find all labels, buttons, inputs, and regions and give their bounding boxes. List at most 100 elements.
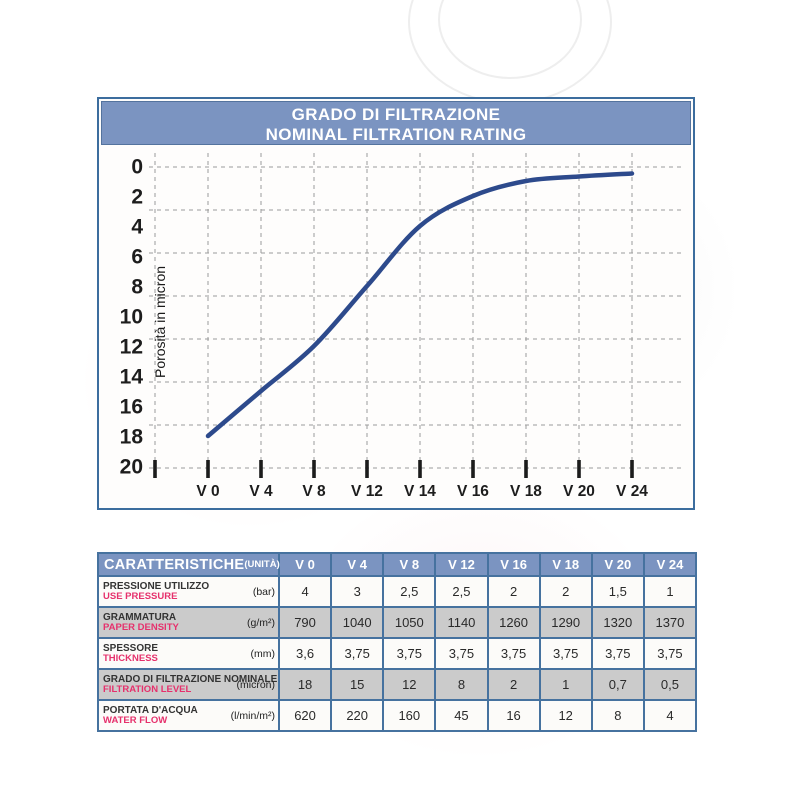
y-axis-tick-label: 18 [120, 426, 144, 449]
x-axis-tick [471, 460, 475, 478]
row-label-italian: GRADO DI FILTRAZIONE NOMINALE [103, 673, 278, 685]
y-axis-tick-label: 2 [131, 186, 143, 209]
table-row: GRAMMATURA PAPER DENSITY (g/m²) 790 1040 1050… [97, 606, 698, 639]
chart-title: GRADO DI FILTRAZIONE NOMINAL FILTRATION … [101, 101, 691, 145]
value-cell: 2 [538, 575, 593, 608]
row-label-cell: PRESSIONE UTILIZZO USE PRESSURE (bar) [97, 575, 280, 608]
table-row: PORTATA D'ACQUA WATER FLOW (l/min/m²) 620 22… [97, 699, 698, 732]
x-axis-tick-label: V 24 [616, 483, 648, 500]
x-axis-tick [153, 460, 157, 478]
row-unit: (micron) [236, 678, 276, 691]
table-title: CARATTERISTICHE [104, 556, 245, 573]
value-cell: 1140 [434, 606, 489, 639]
row-label-cell: GRAMMATURA PAPER DENSITY (g/m²) [97, 606, 280, 639]
table-row: SPESSORE THICKNESS (mm) 3,6 3,75 3,75 3,75 3,75… [97, 637, 698, 670]
value-cell: 12 [538, 699, 593, 732]
value-cell: 18 [277, 668, 333, 701]
value-cell: 2,5 [434, 575, 489, 608]
row-label-italian: PRESSIONE UTILIZZO [103, 580, 210, 592]
x-axis-tick-label: V 14 [404, 483, 436, 500]
unit-column-label: (UNITÀ) [244, 559, 280, 570]
y-axis-tick-label: 14 [120, 366, 144, 389]
value-cell: 620 [277, 699, 333, 732]
y-axis-label: Porosità in micron [152, 266, 168, 378]
value-cell: 1370 [642, 606, 698, 639]
value-cell: 1,5 [590, 575, 645, 608]
y-axis-tick-label: 0 [131, 156, 143, 179]
column-header: V 20 [590, 552, 645, 577]
row-label-italian: SPESSORE [103, 642, 159, 654]
row-unit: (l/min/m²) [230, 709, 275, 722]
value-cell: 12 [382, 668, 437, 701]
x-axis-tick [365, 460, 369, 478]
value-cell: 3,75 [486, 637, 541, 670]
row-label-cell: SPESSORE THICKNESS (mm) [97, 637, 280, 670]
column-header: V 24 [642, 552, 698, 577]
row-unit: (g/m²) [247, 616, 275, 629]
value-cell: 0,7 [590, 668, 645, 701]
value-cell: 1260 [486, 606, 541, 639]
value-cell: 1 [642, 575, 698, 608]
value-cell: 1 [538, 668, 593, 701]
value-cell: 4 [642, 699, 698, 732]
value-cell: 1320 [590, 606, 645, 639]
y-axis-tick-label: 6 [131, 246, 143, 269]
table-row: GRADO DI FILTRAZIONE NOMINALE FILTRATION … [97, 668, 698, 701]
row-label-english: USE PRESSURE [103, 590, 178, 602]
y-axis-tick-label: 8 [131, 276, 143, 299]
x-axis-tick [524, 460, 528, 478]
value-cell: 220 [330, 699, 385, 732]
value-cell: 15 [330, 668, 385, 701]
column-header: V 8 [382, 552, 437, 577]
value-cell: 790 [277, 606, 333, 639]
column-header: V 16 [486, 552, 541, 577]
row-unit: (bar) [252, 585, 275, 598]
y-axis-tick-label: 12 [120, 336, 143, 359]
x-axis-tick-label: V 20 [563, 483, 595, 500]
value-cell: 0,5 [642, 668, 698, 701]
watermark-arc [438, 0, 582, 79]
chart-title-line2: NOMINAL FILTRATION RATING [265, 125, 527, 145]
x-axis-tick [577, 460, 581, 478]
value-cell: 160 [382, 699, 437, 732]
value-cell: 3 [330, 575, 385, 608]
value-cell: 8 [590, 699, 645, 732]
value-cell: 3,75 [590, 637, 645, 670]
value-cell: 3,75 [382, 637, 437, 670]
x-axis-tick-label: V 16 [457, 483, 489, 500]
value-cell: 8 [434, 668, 489, 701]
row-label-cell: GRADO DI FILTRAZIONE NOMINALE FILTRATION … [97, 668, 280, 701]
row-label-english: THICKNESS [103, 652, 158, 664]
row-label-english: PAPER DENSITY [103, 621, 179, 633]
table-row: PRESSIONE UTILIZZO USE PRESSURE (bar) 4 3 2,5… [97, 575, 698, 608]
y-axis-tick-label: 10 [120, 306, 143, 329]
value-cell: 2 [486, 575, 541, 608]
filtration-curve [205, 171, 635, 439]
x-axis-tick [312, 460, 316, 478]
x-axis-tick-label: V 8 [302, 483, 326, 500]
value-cell: 2,5 [382, 575, 437, 608]
chart-title-line1: GRADO DI FILTRAZIONE [291, 105, 501, 124]
table-header-characteristics: CARATTERISTICHE (UNITÀ) [97, 552, 280, 577]
row-label-english: WATER FLOW [103, 714, 168, 726]
value-cell: 1050 [382, 606, 437, 639]
y-axis-tick-label: 16 [120, 396, 143, 419]
x-axis-tick-label: V 4 [249, 483, 273, 500]
watermark-arc [408, 0, 612, 104]
value-cell: 3,75 [642, 637, 698, 670]
y-axis-tick-label: 20 [120, 456, 143, 479]
column-header: V 12 [434, 552, 489, 577]
value-cell: 1290 [538, 606, 593, 639]
x-axis-tick [259, 460, 263, 478]
x-axis-tick [418, 460, 422, 478]
row-unit: (mm) [250, 647, 276, 660]
value-cell: 3,75 [330, 637, 385, 670]
value-cell: 45 [434, 699, 489, 732]
value-cell: 3,6 [277, 637, 333, 670]
value-cell: 3,75 [434, 637, 489, 670]
column-header: V 0 [277, 552, 333, 577]
value-cell: 2 [486, 668, 541, 701]
x-axis-tick-label: V 12 [351, 483, 383, 500]
